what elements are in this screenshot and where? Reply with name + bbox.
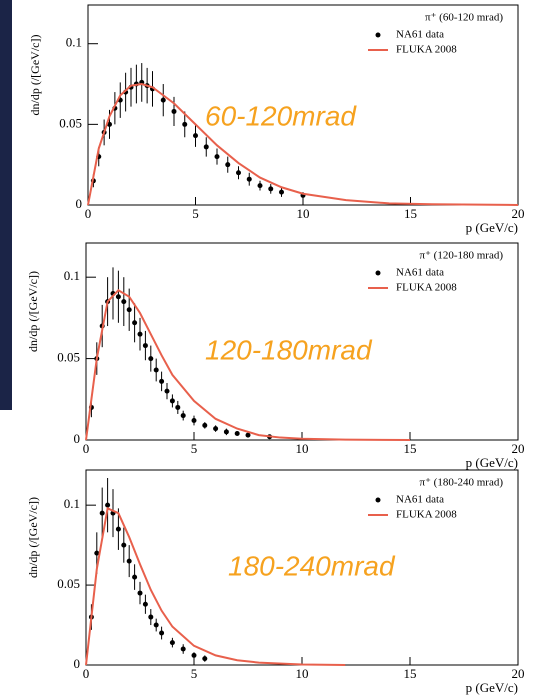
y-tick-label: 0.05 [59,115,82,130]
y-tick-label: 0 [74,656,81,671]
y-tick-label: 0 [74,431,81,446]
data-point [148,356,154,362]
legend-label: FLUKA 2008 [396,282,457,294]
x-tick-label: 0 [85,206,92,221]
data-point [148,614,154,620]
annotation: 120-180mrad [205,334,373,365]
data-point [126,307,132,313]
x-axis-label: p (GeV/c) [466,455,518,470]
data-point [171,108,177,114]
legend-label: FLUKA 2008 [396,509,457,521]
x-tick-label: 15 [404,441,417,456]
data-point [246,176,252,182]
data-point [202,656,208,662]
legend-label: NA61 data [396,494,444,506]
data-point [169,640,175,646]
data-point [153,622,159,628]
data-point [213,426,219,432]
legend-title: π⁺ (120-180 mrad) [420,250,504,262]
x-tick-label: 10 [296,666,309,681]
x-axis-label: p (GeV/c) [466,680,518,695]
legend-title: π⁺ (60-120 mrad) [425,12,503,24]
data-point [159,630,165,636]
x-tick-label: 15 [404,206,417,221]
data-point [153,367,159,373]
data-point [142,601,148,607]
data-point [279,189,284,195]
y-axis-label: dn/dp (/[GeV/c]) [26,271,40,352]
data-point [180,413,186,419]
x-tick-label: 5 [191,666,198,681]
data-point [137,590,143,596]
y-tick-label: 0 [76,196,83,211]
x-tick-label: 20 [512,441,525,456]
y-tick-label: 0.1 [64,268,80,283]
model-line [85,506,346,666]
data-point [121,299,127,305]
x-tick-label: 5 [191,441,198,456]
x-tick-label: 5 [192,206,199,221]
data-point [193,133,198,139]
legend-label: NA61 data [396,267,444,279]
model-line [85,288,411,441]
legend-label: FLUKA 2008 [396,44,457,56]
y-tick-label: 0.1 [64,496,80,511]
data-point [214,154,220,160]
data-point [132,320,138,326]
x-tick-label: 0 [83,441,90,456]
data-point [182,121,188,127]
data-point [191,652,197,658]
data-point [105,502,111,508]
data-point [268,186,274,192]
data-point [142,343,148,349]
data-point [202,422,208,428]
legend-label: NA61 data [396,29,444,41]
legend-swatch [375,497,381,503]
x-tick-label: 20 [512,666,525,681]
data-point [203,144,209,150]
data-point [175,404,181,410]
slide-edge [0,0,12,410]
x-tick-label: 10 [296,441,309,456]
data-point [115,294,121,300]
data-point [126,558,132,564]
data-point [94,550,100,556]
data-point [180,646,186,652]
x-tick-label: 10 [297,206,310,221]
x-tick-label: 0 [83,666,90,681]
data-point [169,398,175,404]
legend-swatch [375,270,381,276]
legend-swatch [375,32,381,38]
data-point [225,162,231,168]
data-point [164,388,170,394]
x-tick-label: 15 [404,666,417,681]
data-point [160,97,166,103]
data-point [236,170,241,176]
data-point [115,526,121,532]
annotation: 60-120mrad [205,100,357,131]
x-tick-label: 20 [512,206,525,221]
data-point [121,542,127,548]
data-point [137,331,143,337]
legend-title: π⁺ (180-240 mrad) [420,477,504,489]
y-tick-label: 0.05 [57,350,80,365]
data-point [223,429,229,435]
data-point [191,417,197,423]
annotation: 180-240mrad [228,550,396,581]
data-point [132,574,138,580]
x-axis-label: p (GeV/c) [466,220,518,235]
y-axis-label: dn/dp (/[GeV/c]) [28,35,42,116]
data-point [257,183,263,189]
model-line [87,83,519,206]
data-point [245,432,251,438]
y-axis-label: dn/dp (/[GeV/c]) [26,497,40,578]
y-tick-label: 0.1 [66,35,82,50]
data-point [159,378,165,384]
data-point [234,430,240,436]
data-point [99,510,105,516]
y-tick-label: 0.05 [57,576,80,591]
